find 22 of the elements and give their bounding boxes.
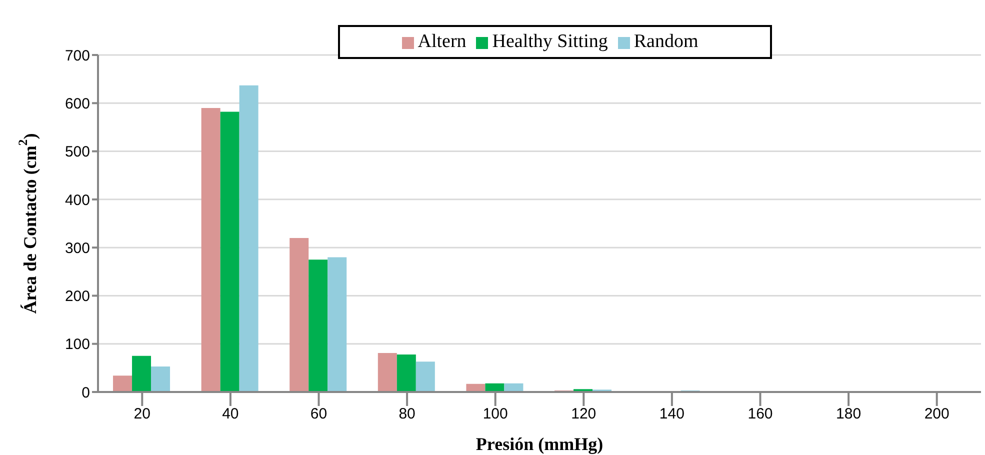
x-tick-label: 160 xyxy=(748,406,773,423)
legend-label: Healthy Sitting xyxy=(492,31,608,52)
legend-label: Altern xyxy=(418,31,466,52)
x-tick-label: 180 xyxy=(836,406,862,423)
y-tick-label: 700 xyxy=(64,47,90,64)
y-tick-label: 300 xyxy=(64,240,90,257)
y-tick-label: 600 xyxy=(64,95,90,112)
x-tick-label: 200 xyxy=(924,406,950,423)
y-tick-label: 400 xyxy=(64,192,90,209)
x-axis-title: Presión (mmHg) xyxy=(476,434,604,454)
x-tick-label: 140 xyxy=(659,406,684,423)
y-tick-label: 0 xyxy=(82,384,90,402)
x-tick-label: 20 xyxy=(134,406,150,423)
x-tick-label: 40 xyxy=(222,406,239,423)
x-tick-label: 120 xyxy=(571,406,596,423)
y-tick-label: 500 xyxy=(64,144,90,161)
y-tick-label: 100 xyxy=(64,336,90,354)
x-tick-label: 100 xyxy=(482,406,508,423)
y-tick-label: 200 xyxy=(64,288,90,306)
x-tick-label: 80 xyxy=(398,406,416,423)
x-tick-label: 60 xyxy=(310,406,328,423)
legend-label: Random xyxy=(634,31,698,52)
